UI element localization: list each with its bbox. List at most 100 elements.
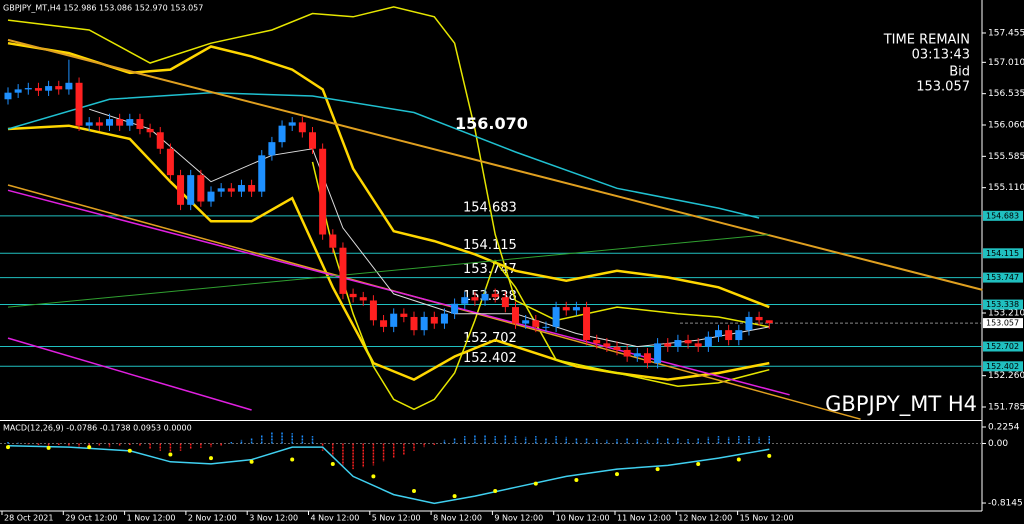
indicator-line — [311, 161, 770, 411]
macd-signal-dot — [615, 472, 619, 477]
candle-body — [217, 188, 225, 192]
candle-body — [725, 330, 733, 341]
y-tick-label: 157.010 — [988, 58, 1024, 68]
x-tick-label: 29 Oct 12:00 — [65, 514, 117, 523]
y-tick-label: 155.585 — [988, 152, 1024, 162]
candle-body — [512, 307, 519, 324]
candle-body — [4, 92, 12, 100]
candle-body — [106, 119, 113, 126]
x-tick-label: 11 Nov 12:00 — [617, 514, 671, 523]
x-tick-label: 8 Nov 12:00 — [433, 514, 482, 523]
candle-body — [745, 316, 753, 331]
candle-body — [75, 82, 83, 126]
candle-body — [349, 293, 357, 298]
candle-body — [45, 86, 53, 91]
candle-body — [95, 122, 103, 126]
candle-body — [491, 293, 499, 298]
macd-signal-dot — [290, 457, 295, 462]
candle-body — [532, 320, 540, 327]
watermark: GBPJPY_MT H4 — [825, 392, 977, 417]
candle-body — [400, 313, 408, 317]
macd-signal-dot — [168, 452, 173, 457]
indicator-line — [7, 337, 252, 411]
macd-signal-dot — [87, 445, 92, 450]
candle-body — [420, 316, 428, 331]
candle-body — [329, 234, 337, 248]
candle-body — [136, 119, 144, 129]
candle-body — [309, 132, 316, 149]
candle-body — [623, 349, 631, 357]
macd-signal-dot — [736, 457, 741, 462]
candle-body — [715, 330, 722, 337]
indicator-line — [7, 38, 983, 291]
time-remain: 03:13:43 — [912, 48, 970, 63]
candle-body — [166, 148, 174, 176]
x-tick-label: 4 Nov 12:00 — [311, 514, 360, 523]
x-tick-label: 12 Nov 12:00 — [678, 514, 732, 523]
candle-body — [572, 307, 580, 311]
macd-signal-dot — [574, 478, 579, 483]
candle-body — [380, 320, 388, 327]
candle-body — [613, 346, 621, 350]
candle-body — [542, 326, 550, 328]
macd-signal-dot — [249, 459, 254, 464]
candle-body — [643, 353, 651, 364]
level-box-label: 154.683 — [986, 211, 1019, 220]
candle-body — [298, 122, 306, 133]
level-label: 154.115 — [463, 238, 517, 253]
candle-body — [704, 336, 712, 347]
candle-body — [55, 86, 63, 90]
bid: 153.057 — [916, 80, 970, 95]
macd-label: MACD(12,26,9) -0.0786 -0.1738 0.0953 0.0… — [3, 424, 192, 433]
candle-body — [258, 155, 266, 192]
macd-signal-dot — [412, 488, 416, 493]
candle-body — [268, 142, 276, 156]
level-box-label: 153.338 — [986, 300, 1019, 309]
candle-body — [339, 247, 347, 294]
candle-body — [410, 316, 418, 331]
macd-line — [7, 444, 770, 505]
candle-body — [552, 307, 560, 327]
candle-body — [440, 313, 448, 324]
macd-signal-dot — [6, 445, 10, 450]
candle-body — [24, 88, 32, 90]
candle-body — [694, 343, 702, 347]
level-box — [983, 248, 1023, 259]
level-box — [983, 272, 1023, 283]
candle-body — [116, 119, 124, 126]
last-price-box — [983, 318, 1023, 329]
candle-body — [684, 340, 692, 344]
candle-body — [461, 297, 469, 304]
macd-signal-dot — [209, 456, 213, 461]
candle-body — [227, 188, 235, 192]
candle-body — [278, 125, 286, 143]
y-tick-label: 153.210 — [988, 309, 1024, 319]
macd-signal-dot — [46, 445, 51, 450]
candle-body — [765, 320, 773, 324]
macd-signal-dot — [533, 481, 538, 486]
y-tick-label: 151.785 — [988, 403, 1024, 413]
x-tick-label: 9 Nov 12:00 — [494, 514, 543, 523]
candle-body — [14, 89, 22, 93]
macd-tick-label: 0.2254 — [988, 423, 1020, 433]
x-tick-label: 15 Nov 12:00 — [740, 514, 794, 523]
candle-body — [664, 343, 672, 347]
macd-tick-label: 0.00 — [988, 439, 1008, 449]
macd-signal-dot — [655, 467, 660, 472]
indicator-line — [89, 108, 770, 348]
y-tick-label: 157.455 — [988, 28, 1024, 38]
candle-body — [654, 343, 662, 364]
candle-body — [177, 175, 185, 205]
level-box — [983, 361, 1023, 372]
header: GBPJPY_MT,H4 152.986 153.086 152.970 153… — [3, 4, 203, 13]
candle-body — [187, 175, 195, 205]
indicator-line — [7, 234, 770, 308]
macd-signal-dot — [696, 461, 701, 466]
candle-body — [633, 353, 641, 357]
indicator-line — [7, 91, 760, 219]
candle-body — [501, 297, 509, 308]
level-box-label: 153.747 — [986, 273, 1019, 282]
candle-body — [451, 303, 459, 314]
candle-body — [593, 340, 601, 344]
